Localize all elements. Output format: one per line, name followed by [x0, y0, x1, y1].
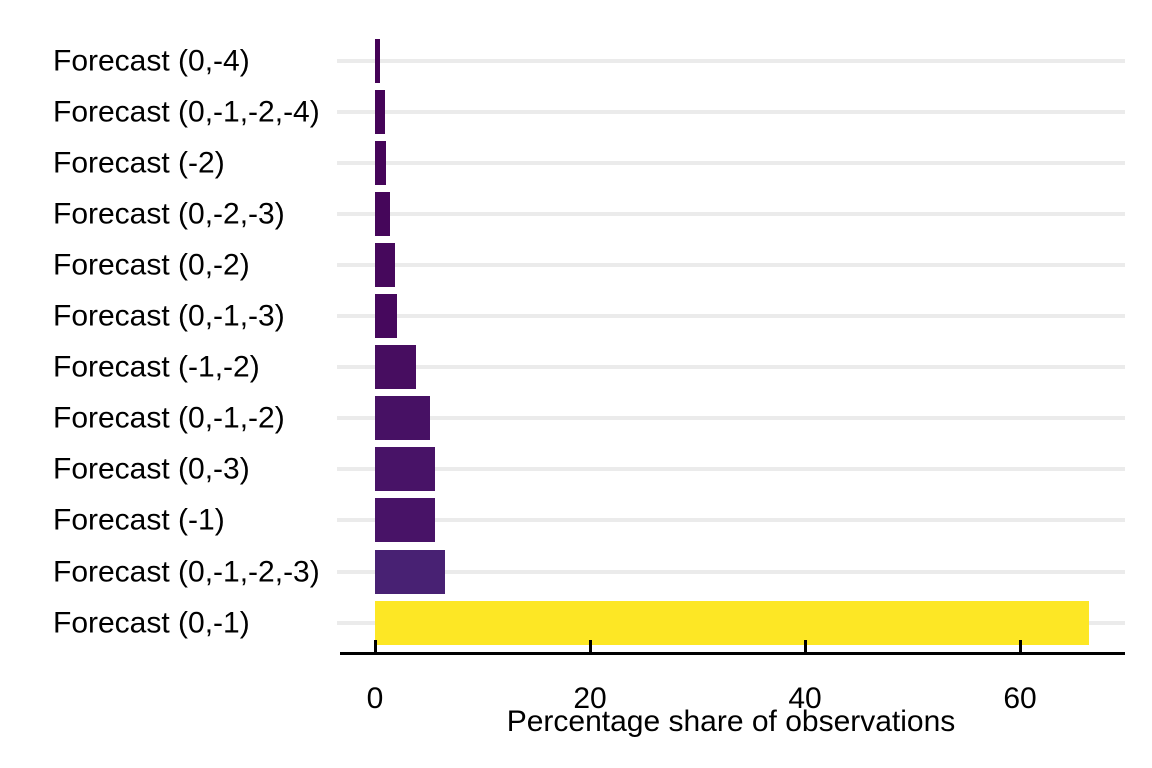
x-axis-tick — [1018, 640, 1022, 653]
x-axis-tick-label: 60 — [1003, 682, 1037, 715]
y-axis-label: Forecast (0,-1,-2) — [53, 401, 285, 435]
y-gridline — [337, 314, 1125, 319]
y-axis-label: Forecast (0,-1,-2,-4) — [53, 95, 320, 129]
x-axis-tick-label: 0 — [366, 682, 384, 715]
x-axis-tick — [588, 640, 592, 653]
y-gridline — [337, 416, 1125, 421]
y-axis-label: Forecast (0,-3) — [53, 452, 250, 486]
y-axis-label: Forecast (0,-1,-2,-3) — [53, 555, 320, 588]
y-gridline — [337, 569, 1125, 574]
bar — [375, 90, 385, 135]
y-axis-label: Forecast (0,-2,-3) — [53, 197, 285, 231]
y-axis-label: Forecast (0,-1) — [53, 606, 250, 640]
y-axis-label: Forecast (0,-2) — [53, 248, 250, 282]
y-axis-label: Forecast (0,-4) — [53, 44, 250, 78]
bar — [375, 192, 391, 237]
y-gridline — [337, 110, 1125, 115]
bar — [375, 447, 436, 492]
x-axis-tick — [803, 640, 807, 653]
bar — [375, 600, 1089, 645]
bar — [375, 294, 397, 339]
x-axis-line — [340, 651, 1125, 655]
y-gridline — [337, 518, 1125, 523]
bar — [375, 498, 436, 543]
x-axis-tick-label: 20 — [573, 682, 607, 715]
y-gridline — [337, 212, 1125, 217]
y-gridline — [337, 365, 1125, 370]
y-axis-label: Forecast (-1,-2) — [53, 350, 260, 384]
bar — [375, 396, 430, 441]
bar — [375, 243, 396, 288]
y-axis-label: Forecast (0,-1,-3) — [53, 299, 285, 333]
bar — [375, 345, 416, 390]
bar — [375, 549, 445, 594]
y-axis-label: Forecast (-1) — [53, 503, 225, 537]
y-axis-label: Forecast (-2) — [53, 146, 225, 180]
y-gridline — [337, 59, 1125, 63]
y-gridline — [337, 263, 1125, 268]
x-axis-tick — [373, 640, 377, 653]
y-gridline — [337, 161, 1125, 166]
x-axis-tick-label: 40 — [788, 682, 822, 715]
bar — [375, 141, 386, 186]
y-gridline — [337, 467, 1125, 472]
x-axis-title: Percentage share of observations — [506, 705, 956, 738]
bar — [375, 39, 381, 83]
